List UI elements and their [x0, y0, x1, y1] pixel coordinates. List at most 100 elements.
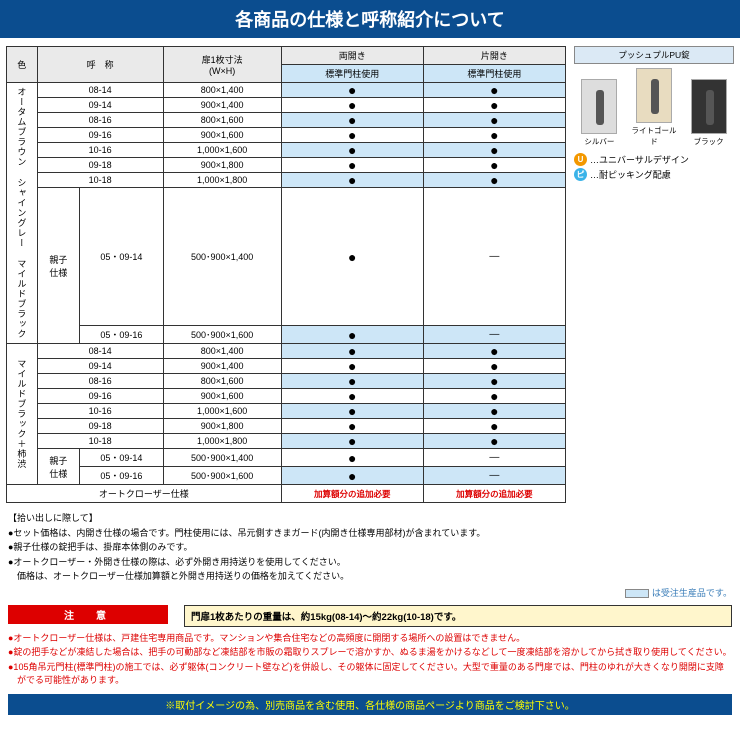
- oyako-label: 親子 仕様: [37, 449, 80, 485]
- side-panel: プッシュプルPU錠 シルバー ライトゴールド ブラック U…ユニバーサルデザイン…: [574, 46, 734, 503]
- double-cell: ●: [281, 389, 423, 404]
- model-name: 09-18: [37, 419, 163, 434]
- size-cell: 500･900×1,400: [163, 188, 281, 326]
- note-line: 価格は、オートクローザー仕様加算額と外開き用持送りの価格を加えてください。: [8, 570, 732, 584]
- single-cell: ●: [423, 158, 565, 173]
- model-name: 09-16: [37, 128, 163, 143]
- size-cell: 900×1,600: [163, 389, 281, 404]
- double-cell: ●: [281, 359, 423, 374]
- double-cell: ●: [281, 128, 423, 143]
- model-name: 05・09-14: [80, 188, 163, 326]
- caution-line: ●105角吊元門柱(標準門柱)の施工では、必ず躯体(コンクリート壁など)を併設し…: [8, 661, 732, 688]
- model-name: 10-18: [37, 434, 163, 449]
- spec-table: 色 呼 称 扉1枚寸法 (W×H) 両開き 片開き 標準門柱使用 標準門柱使用 …: [6, 46, 566, 503]
- caution-line: ●オートクローザー仕様は、戸建住宅専用商品です。マンションや集合住宅などの高頻度…: [8, 632, 732, 646]
- th-std1: 標準門柱使用: [281, 65, 423, 83]
- model-name: 08-14: [37, 344, 163, 359]
- th-double: 両開き: [281, 47, 423, 65]
- color-group: オータムブラウン シャイングレー マイルドブラック: [7, 83, 38, 344]
- double-cell: ●: [281, 434, 423, 449]
- legend: は受注生産品です。: [0, 586, 732, 599]
- single-cell: —: [423, 326, 565, 344]
- caution-header: 注 意: [8, 605, 168, 624]
- single-cell: ●: [423, 359, 565, 374]
- lock-gold: ライトゴールド: [629, 68, 680, 147]
- size-cell: 800×1,400: [163, 83, 281, 98]
- size-cell: 1,000×1,600: [163, 143, 281, 158]
- u-badge: U: [574, 153, 587, 166]
- model-name: 10-16: [37, 143, 163, 158]
- size-cell: 800×1,600: [163, 113, 281, 128]
- single-cell: —: [423, 188, 565, 326]
- size-cell: 800×1,600: [163, 374, 281, 389]
- model-name: 08-16: [37, 374, 163, 389]
- single-cell: —: [423, 467, 565, 485]
- lock-title: プッシュプルPU錠: [574, 46, 734, 64]
- single-cell: —: [423, 449, 565, 467]
- double-cell: ●: [281, 113, 423, 128]
- model-name: 08-14: [37, 83, 163, 98]
- size-cell: 900×1,600: [163, 128, 281, 143]
- note-line: ●オートクローザー・外開き仕様の際は、必ず外開き用持送りを使用してください。: [8, 556, 732, 570]
- double-cell: ●: [281, 143, 423, 158]
- double-cell: ●: [281, 344, 423, 359]
- double-cell: ●: [281, 188, 423, 326]
- size-cell: 900×1,800: [163, 419, 281, 434]
- single-cell: ●: [423, 344, 565, 359]
- spec-table-area: 色 呼 称 扉1枚寸法 (W×H) 両開き 片開き 標準門柱使用 標準門柱使用 …: [6, 46, 566, 503]
- size-cell: 500･900×1,600: [163, 467, 281, 485]
- model-name: 05・09-16: [80, 326, 163, 344]
- model-name: 08-16: [37, 113, 163, 128]
- size-cell: 800×1,400: [163, 344, 281, 359]
- oyako-label: 親子 仕様: [37, 188, 80, 344]
- legend-swatch: [625, 589, 649, 598]
- lock-black: ブラック: [683, 79, 734, 147]
- page-title: 各商品の仕様と呼称紹介について: [0, 0, 740, 38]
- single-cell: ●: [423, 128, 565, 143]
- weight-info: 門扉1枚あたりの重量は、約15kg(08-14)～約22kg(10-18)です。: [184, 605, 732, 627]
- double-cell: ●: [281, 326, 423, 344]
- single-cell: ●: [423, 389, 565, 404]
- caution-section: ●オートクローザー仕様は、戸建住宅専用商品です。マンションや集合住宅などの高頻度…: [0, 632, 740, 688]
- th-color: 色: [7, 47, 38, 83]
- model-name: 09-14: [37, 359, 163, 374]
- single-cell: ●: [423, 83, 565, 98]
- size-cell: 900×1,400: [163, 98, 281, 113]
- main-content: 色 呼 称 扉1枚寸法 (W×H) 両開き 片開き 標準門柱使用 標準門柱使用 …: [0, 38, 740, 511]
- model-name: 05・09-16: [80, 467, 163, 485]
- size-cell: 1,000×1,800: [163, 434, 281, 449]
- model-name: 09-16: [37, 389, 163, 404]
- th-single: 片開き: [423, 47, 565, 65]
- size-cell: 900×1,800: [163, 158, 281, 173]
- lock-silver: シルバー: [574, 79, 625, 147]
- size-cell: 500･900×1,600: [163, 326, 281, 344]
- single-cell: ●: [423, 143, 565, 158]
- double-cell: ●: [281, 467, 423, 485]
- model-name: 10-16: [37, 404, 163, 419]
- picking-line: ピ…耐ピッキング配慮: [574, 168, 734, 181]
- footer-note: ※取付イメージの為、別売商品を含む使用、各仕様の商品ページより商品をご検討下さい…: [8, 694, 732, 715]
- th-std2: 標準門柱使用: [423, 65, 565, 83]
- double-cell: ●: [281, 449, 423, 467]
- th-name: 呼 称: [37, 47, 163, 83]
- double-cell: ●: [281, 83, 423, 98]
- double-cell: ●: [281, 158, 423, 173]
- double-cell: ●: [281, 404, 423, 419]
- size-cell: 1,000×1,800: [163, 173, 281, 188]
- single-cell: ●: [423, 419, 565, 434]
- model-name: 10-18: [37, 173, 163, 188]
- model-name: 09-14: [37, 98, 163, 113]
- double-cell: ●: [281, 374, 423, 389]
- model-name: 09-18: [37, 158, 163, 173]
- th-size: 扉1枚寸法 (W×H): [163, 47, 281, 83]
- notes-title: 【拾い出しに際して】: [8, 512, 732, 526]
- caution-line: ●錠の把手などが凍結した場合は、把手の可動部など凍結部を市販の霜取りスプレーで溶…: [8, 646, 732, 660]
- single-cell: ●: [423, 374, 565, 389]
- model-name: 05・09-14: [80, 449, 163, 467]
- notes-section: 【拾い出しに際して】 ●セット価格は、内開き仕様の場合です。門柱使用には、吊元側…: [0, 512, 740, 584]
- single-cell: ●: [423, 404, 565, 419]
- extra-cost-2: 加算額分の追加必要: [423, 485, 565, 503]
- single-cell: ●: [423, 98, 565, 113]
- size-cell: 500･900×1,400: [163, 449, 281, 467]
- size-cell: 900×1,400: [163, 359, 281, 374]
